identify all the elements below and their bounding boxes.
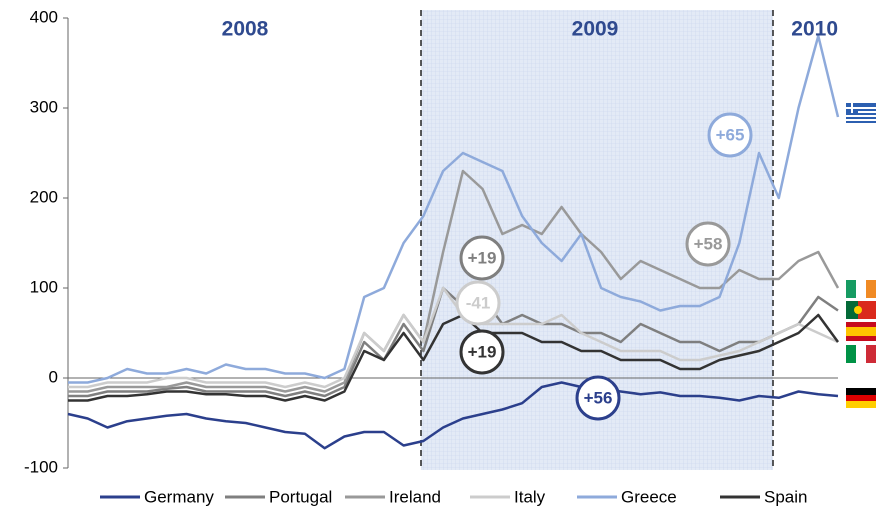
- y-tick-label: 0: [49, 367, 58, 386]
- annotation-label: +56: [584, 388, 613, 407]
- period-label: 2008: [222, 18, 269, 41]
- flag-greece: [846, 103, 876, 123]
- legend-label: Portugal: [269, 487, 332, 506]
- series-line: [68, 286, 839, 389]
- legend-label: Ireland: [389, 487, 441, 506]
- annotation-bubble: [455, 280, 501, 326]
- series-line: [67, 381, 839, 450]
- y-tick-label: 100: [30, 277, 58, 296]
- flag-ireland: [846, 280, 876, 298]
- flag-spain: [846, 322, 876, 341]
- annotation-bubble: [575, 375, 621, 421]
- legend-label: Spain: [764, 487, 807, 506]
- annotation-label: -41: [466, 293, 491, 312]
- y-tick-label: 400: [30, 7, 58, 26]
- annotation-label: +19: [468, 248, 497, 267]
- annotation-bubble: [685, 221, 731, 267]
- annotation-bubble: [459, 329, 505, 375]
- legend-label: Greece: [621, 487, 677, 506]
- annotation-label: +19: [468, 342, 497, 361]
- legend-label: Germany: [144, 487, 214, 506]
- series-line: [68, 286, 839, 398]
- series-line: [68, 313, 840, 402]
- y-tick-label: 200: [30, 187, 58, 206]
- legend-label: Italy: [514, 487, 546, 506]
- y-tick-label: 300: [30, 97, 58, 116]
- series-line: [68, 34, 840, 384]
- annotation-label: +58: [694, 234, 723, 253]
- annotation-bubble: [459, 235, 505, 281]
- flag-italy: [846, 345, 876, 363]
- period-label: 2009: [572, 18, 619, 41]
- series-line: [68, 169, 840, 393]
- period-label: 2010: [791, 18, 838, 41]
- annotation-label: +65: [716, 125, 745, 144]
- y-tick-label: -100: [24, 457, 58, 476]
- flags: [846, 103, 876, 408]
- annotation-bubble: [707, 112, 753, 158]
- flag-germany: [846, 388, 876, 408]
- flag-portugal: [846, 301, 876, 319]
